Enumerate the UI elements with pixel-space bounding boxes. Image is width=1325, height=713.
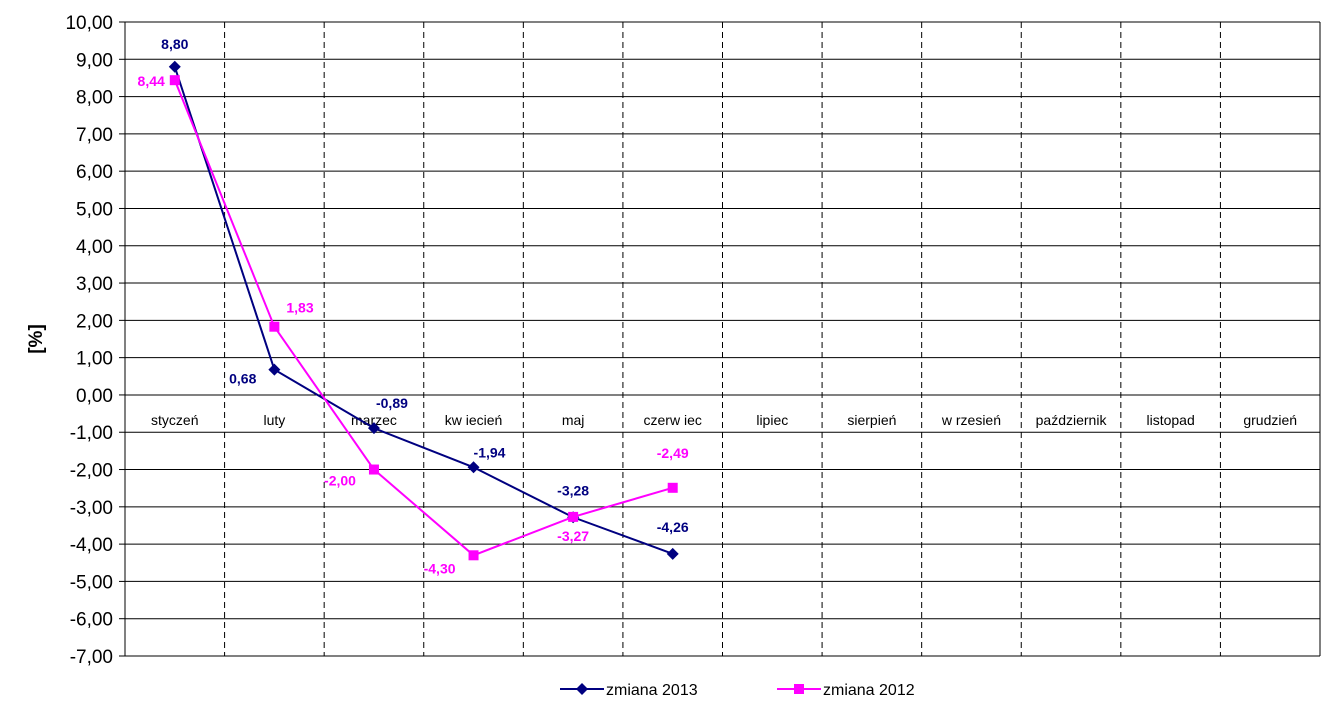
y-tick-label: 8,00 <box>76 88 113 109</box>
data-label: -4,26 <box>657 519 689 535</box>
data-point-diamond <box>168 60 181 73</box>
x-category-label: kw iecień <box>445 412 503 428</box>
data-point-diamond <box>268 363 281 376</box>
x-category-label: luty <box>263 412 285 428</box>
legend-label: zmiana 2012 <box>823 682 915 699</box>
y-tick-label: 4,00 <box>76 237 113 258</box>
grid <box>125 21 1320 657</box>
y-tick-label: 9,00 <box>76 50 113 71</box>
data-point-square <box>169 75 180 86</box>
y-tick-label: -2,00 <box>70 461 113 482</box>
y-tick-label: -3,00 <box>70 498 113 519</box>
data-label: -3,28 <box>557 482 589 498</box>
y-tick-label: 6,00 <box>76 162 113 183</box>
data-point-diamond <box>367 422 380 435</box>
legend: zmiana 2013 zmiana 2012 <box>560 682 915 699</box>
axes <box>119 21 1321 657</box>
x-axis-category-labels: styczeń luty marzec kw iecień maj czerw iec li… <box>151 412 1297 428</box>
x-category-label: sierpień <box>847 412 896 428</box>
y-tick-label: -4,00 <box>70 535 113 556</box>
y-tick-label: -6,00 <box>70 610 113 631</box>
legend-label: zmiana 2013 <box>606 682 698 699</box>
series <box>168 60 679 561</box>
x-category-label: październik <box>1036 412 1108 428</box>
y-tick-label: 1,00 <box>76 349 113 370</box>
data-label: 8,80 <box>161 36 188 52</box>
data-label: -4,30 <box>424 560 456 576</box>
y-tick-label: 0,00 <box>76 386 113 407</box>
y-tick-label: 3,00 <box>76 274 113 295</box>
data-point-diamond <box>467 461 480 474</box>
data-point-square <box>667 482 678 493</box>
data-point-square <box>269 321 280 332</box>
y-tick-label: 2,00 <box>76 311 113 332</box>
x-category-label: lipiec <box>756 412 788 428</box>
y-tick-label: -7,00 <box>70 647 113 668</box>
x-category-label: styczeń <box>151 412 198 428</box>
data-point-square <box>468 550 479 561</box>
y-tick-label: -1,00 <box>70 423 113 444</box>
y-axis-tick-labels: 10,00 9,00 8,00 7,00 6,00 5,00 4,00 3,00 2,00 1,0… <box>65 13 113 668</box>
y-tick-label: 5,00 <box>76 199 113 220</box>
data-label: -2,00 <box>324 473 356 489</box>
y-axis-label: [%] <box>26 324 47 354</box>
series-line-2012 <box>173 79 673 557</box>
data-label: -0,89 <box>376 395 408 411</box>
data-label: -3,27 <box>557 528 589 544</box>
x-category-label: listopad <box>1146 412 1194 428</box>
x-category-label: marzec <box>351 412 397 428</box>
x-category-label: maj <box>562 412 585 428</box>
data-label: -2,49 <box>657 445 689 461</box>
data-point-square <box>568 511 579 522</box>
legend-marker-square <box>794 684 804 694</box>
x-category-label: grudzień <box>1243 412 1297 428</box>
y-tick-label: 7,00 <box>76 125 113 146</box>
data-point-diamond <box>666 547 679 560</box>
data-label: 0,68 <box>229 371 256 387</box>
series-line-2013 <box>173 66 674 555</box>
data-label: 1,83 <box>286 300 313 316</box>
data-labels: 8,80 0,68 -0,89 -1,94 -3,28 -4,26 8,44 1,83 -2,0… <box>138 36 689 577</box>
data-label: -1,94 <box>474 444 506 460</box>
data-label: 8,44 <box>138 73 165 89</box>
y-tick-label: 10,00 <box>65 13 113 34</box>
data-point-square <box>368 464 379 475</box>
x-category-label: w rzesień <box>941 412 1001 428</box>
x-category-label: czerw iec <box>644 412 702 428</box>
y-tick-label: -5,00 <box>70 572 113 593</box>
legend-marker-diamond <box>576 683 588 695</box>
